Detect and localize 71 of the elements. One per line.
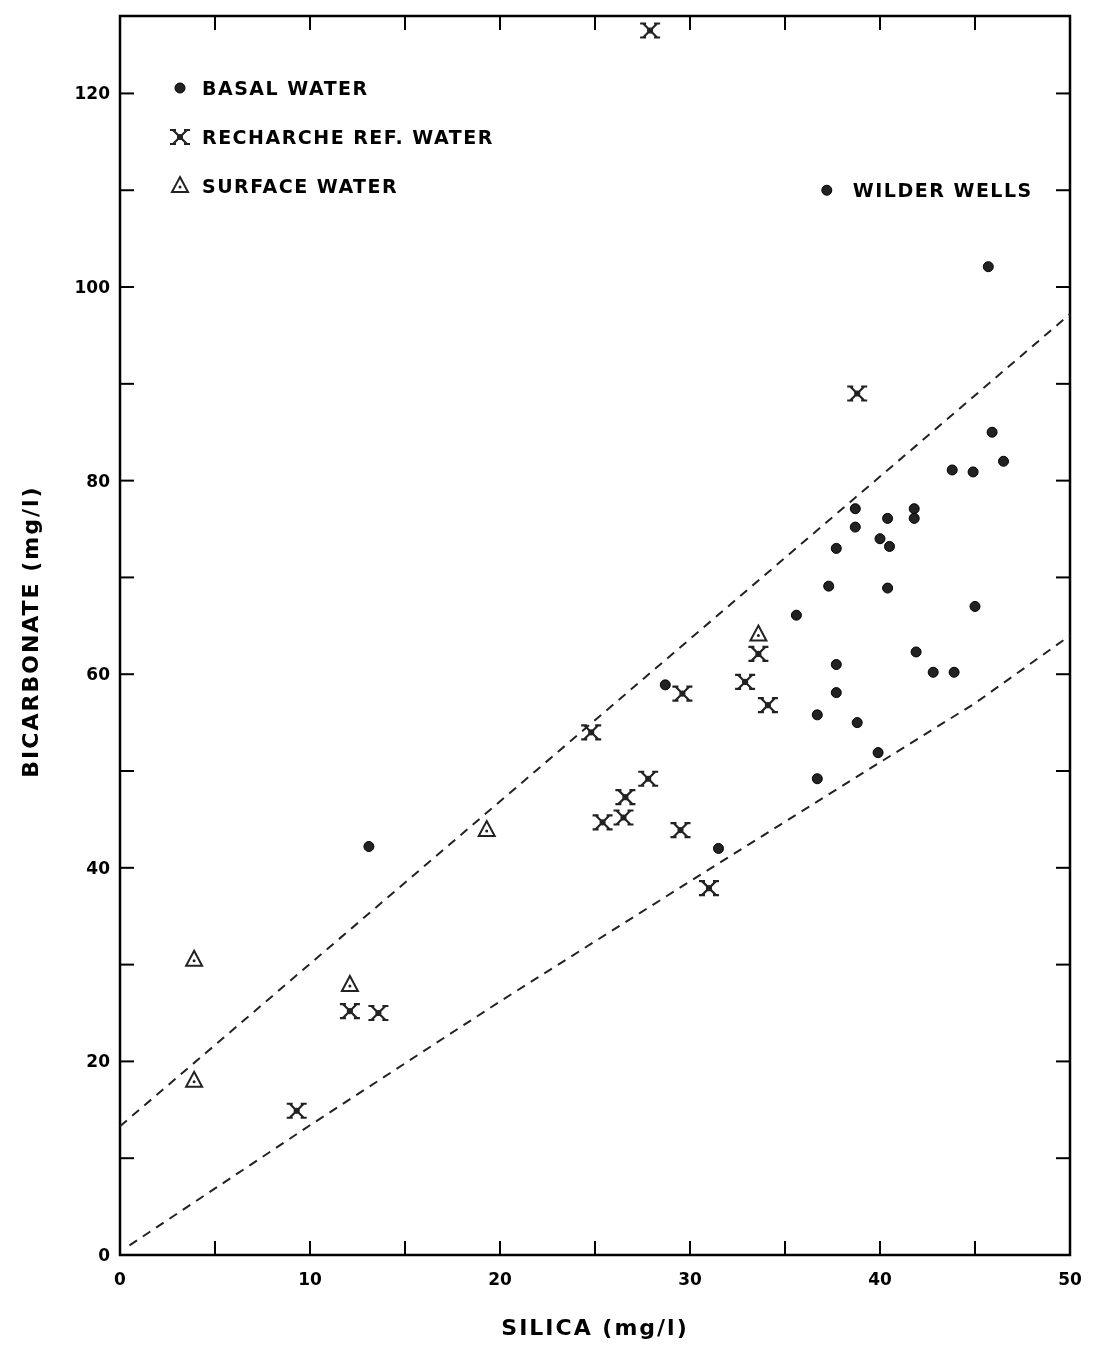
point xyxy=(967,466,979,478)
point xyxy=(713,842,724,854)
point xyxy=(477,820,496,838)
point xyxy=(821,184,833,196)
point xyxy=(874,533,886,545)
point xyxy=(659,679,671,691)
point xyxy=(969,600,981,612)
y-axis-title: BICARBONATE (mg/l) xyxy=(18,485,43,778)
x-tick-label: 30 xyxy=(678,1269,702,1289)
point xyxy=(846,385,869,402)
point xyxy=(363,841,375,853)
point xyxy=(830,687,842,699)
point xyxy=(185,1070,204,1088)
point xyxy=(882,582,894,594)
point xyxy=(185,949,204,967)
legend-label: RECHARCHE REF. WATER xyxy=(202,126,494,148)
x-tick-label: 40 xyxy=(868,1269,892,1289)
point xyxy=(612,809,635,826)
point xyxy=(998,455,1009,467)
point xyxy=(591,814,614,831)
point xyxy=(669,821,692,839)
point xyxy=(637,770,660,787)
point xyxy=(910,646,922,658)
point xyxy=(697,880,721,897)
point xyxy=(986,426,998,438)
point xyxy=(614,789,637,806)
point xyxy=(671,685,694,702)
point xyxy=(849,521,861,533)
line-series xyxy=(128,634,1071,1247)
point xyxy=(830,659,842,671)
y-tick-label: 40 xyxy=(86,857,111,878)
x-tick-label: 0 xyxy=(114,1269,127,1289)
point xyxy=(908,503,920,515)
x-tick-label: 10 xyxy=(298,1269,322,1289)
legend-label: SURFACE WATER xyxy=(202,175,399,197)
point xyxy=(811,709,823,721)
x-axis-title: SILICA (mg/l) xyxy=(501,1315,689,1340)
point xyxy=(882,512,894,524)
point xyxy=(946,464,958,476)
point xyxy=(734,673,757,691)
point xyxy=(749,624,768,642)
y-tick-label: 100 xyxy=(74,277,111,298)
y-tick-label: 20 xyxy=(86,1051,111,1072)
point xyxy=(927,666,939,678)
point xyxy=(756,697,779,714)
y-tick-label: 120 xyxy=(74,83,111,104)
point xyxy=(285,1102,308,1119)
y-tick-label: 0 xyxy=(98,1245,111,1265)
point xyxy=(982,261,994,273)
point xyxy=(830,542,842,554)
point xyxy=(948,666,960,678)
point xyxy=(790,609,802,621)
annotation: WILDER WELLS xyxy=(852,179,1033,202)
point xyxy=(851,717,863,729)
point xyxy=(908,512,920,524)
point xyxy=(811,773,823,785)
x-tick-label: 50 xyxy=(1058,1269,1082,1289)
point xyxy=(580,724,603,741)
point xyxy=(823,580,835,592)
point xyxy=(747,645,770,662)
point xyxy=(338,1002,361,1020)
point xyxy=(884,540,895,552)
point xyxy=(340,974,359,992)
y-tick-label: 60 xyxy=(86,664,111,685)
point xyxy=(849,503,861,515)
x-tick-label: 20 xyxy=(488,1269,512,1289)
point xyxy=(872,747,884,759)
y-tick-label: 80 xyxy=(86,470,111,491)
point xyxy=(639,22,662,39)
legend-label: BASAL WATER xyxy=(202,77,369,99)
point xyxy=(367,1004,390,1022)
